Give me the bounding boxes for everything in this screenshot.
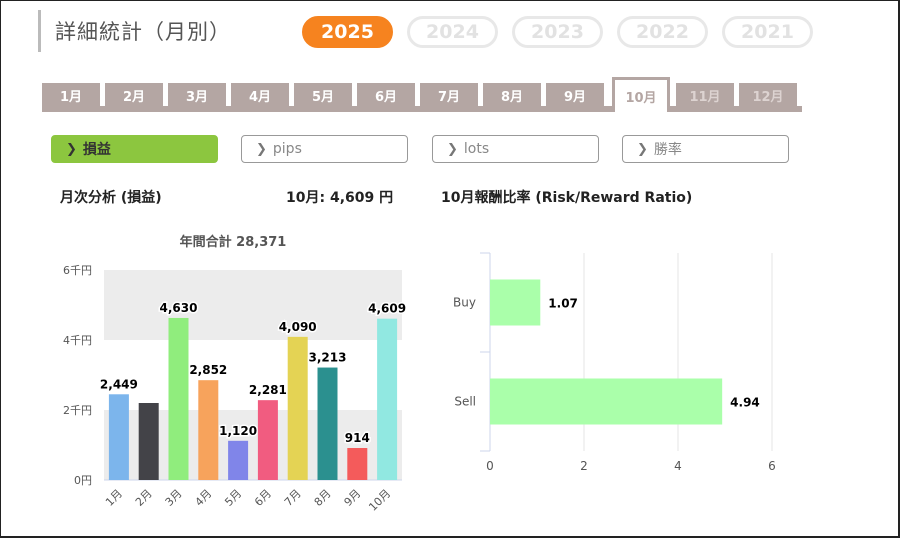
data-label: 2,852 <box>189 363 227 377</box>
x-tick-label: 0 <box>486 459 494 473</box>
chart-title: 年間合計 28,371 <box>180 234 287 250</box>
bar-9月 <box>347 448 368 480</box>
x-tick-label: 6 <box>768 459 776 473</box>
tab-month-10[interactable]: 10月 <box>612 77 670 112</box>
year-button-2024[interactable]: 2024 <box>407 16 498 48</box>
y-tick-label: 0円 <box>74 474 92 487</box>
monthly-analysis-title: 月次分析 (損益) <box>60 190 162 206</box>
x-tick-label: 4 <box>674 459 682 473</box>
x-tick-label: 7月 <box>282 487 304 509</box>
tab-month-2[interactable]: 2月 <box>105 83 163 108</box>
data-label: 1.07 <box>548 297 578 311</box>
data-label: 4,609 <box>368 302 406 316</box>
tab-month-9[interactable]: 9月 <box>546 83 604 108</box>
bar-buy <box>490 279 541 326</box>
x-tick-label: 10月 <box>366 487 393 514</box>
grid-band <box>104 270 402 340</box>
chevron-right-icon: ❯ <box>637 141 648 157</box>
month-tabs: 1月 2月 3月 4月 5月 6月 7月 8月 9月 10月 11月 12月 <box>42 77 802 112</box>
x-tick-label: 2 <box>580 459 588 473</box>
year-button-2025[interactable]: 2025 <box>302 16 393 48</box>
tab-month-4[interactable]: 4月 <box>231 83 289 108</box>
tab-month-8[interactable]: 8月 <box>483 83 541 108</box>
y-tick-label: Buy <box>453 296 476 310</box>
chevron-right-icon: ❯ <box>256 141 267 157</box>
data-label: 4,090 <box>279 320 317 334</box>
filter-button-profit[interactable]: ❯ 損益 <box>51 135 218 163</box>
page-title: 詳細統計（月別） <box>55 20 231 44</box>
year-button-2022[interactable]: 2022 <box>617 16 708 48</box>
x-tick-label: 1月 <box>103 487 125 509</box>
filter-button-lots[interactable]: ❯ lots <box>432 135 599 163</box>
year-button-2021[interactable]: 2021 <box>722 16 813 48</box>
year-button-2023[interactable]: 2023 <box>512 16 603 48</box>
bar-8月 <box>317 367 338 480</box>
risk-reward-chart: 0 2 4 6 Buy 1.07 Sell 4.94 <box>453 252 776 473</box>
x-tick-label: 6月 <box>252 487 274 509</box>
data-label: 1,120 <box>219 424 257 438</box>
filter-label: 勝率 <box>653 142 682 158</box>
tab-month-6[interactable]: 6月 <box>357 83 415 108</box>
chevron-right-icon: ❯ <box>66 141 77 157</box>
y-tick-label: Sell <box>454 395 476 409</box>
y-tick-label: 4千円 <box>63 334 92 347</box>
tab-month-3[interactable]: 3月 <box>168 83 226 108</box>
chevron-right-icon: ❯ <box>447 141 458 157</box>
y-tick-label: 6千円 <box>63 264 92 277</box>
bar-10月 <box>377 318 398 480</box>
risk-reward-title: 10月報酬比率 (Risk/Reward Ratio) <box>441 190 693 206</box>
data-label: 2,281 <box>249 383 287 397</box>
data-label: 914 <box>345 431 370 445</box>
tab-month-11[interactable]: 11月 <box>676 83 734 108</box>
x-tick-label: 5月 <box>222 487 244 509</box>
tab-month-1[interactable]: 1月 <box>42 83 100 108</box>
filter-button-winrate[interactable]: ❯ 勝率 <box>622 135 789 163</box>
page-title-wrap: 詳細統計（月別） <box>38 10 231 52</box>
data-label: 3,213 <box>309 351 347 365</box>
data-label: 2,449 <box>100 377 138 391</box>
x-tick-label: 9月 <box>342 487 364 509</box>
x-tick-label: 2月 <box>133 487 155 509</box>
bar-sell <box>490 378 723 425</box>
monthly-profit-chart: 年間合計 28,371 0円 2千円 4千円 6千円 2,449 1月 2月 4,630 3月 2,… <box>63 234 408 514</box>
data-label: 4,630 <box>160 301 198 315</box>
filter-button-pips[interactable]: ❯ pips <box>241 135 408 163</box>
month-tabs-baseline <box>42 106 802 112</box>
tab-month-12[interactable]: 12月 <box>739 83 797 108</box>
month-profit-value: 10月: 4,609 円 <box>286 190 394 206</box>
y-tick-label: 2千円 <box>63 404 92 417</box>
bar-2月 <box>138 403 159 480</box>
x-tick-label: 8月 <box>312 487 334 509</box>
filter-label: lots <box>463 141 490 157</box>
bar-3月 <box>168 317 189 480</box>
bar-1月 <box>108 394 129 480</box>
x-tick-label: 4月 <box>193 487 215 509</box>
bar-5月 <box>228 440 249 480</box>
filter-label: 損益 <box>82 142 111 158</box>
data-label: 4.94 <box>730 396 760 410</box>
bar-6月 <box>257 400 278 480</box>
bar-7月 <box>287 336 308 480</box>
tab-month-7[interactable]: 7月 <box>420 83 478 108</box>
year-selector: 2025 2024 2023 2022 2021 <box>302 16 813 48</box>
bar-4月 <box>198 380 219 480</box>
tab-month-5[interactable]: 5月 <box>294 83 352 108</box>
filter-label: pips <box>272 141 302 157</box>
x-tick-label: 3月 <box>163 487 185 509</box>
